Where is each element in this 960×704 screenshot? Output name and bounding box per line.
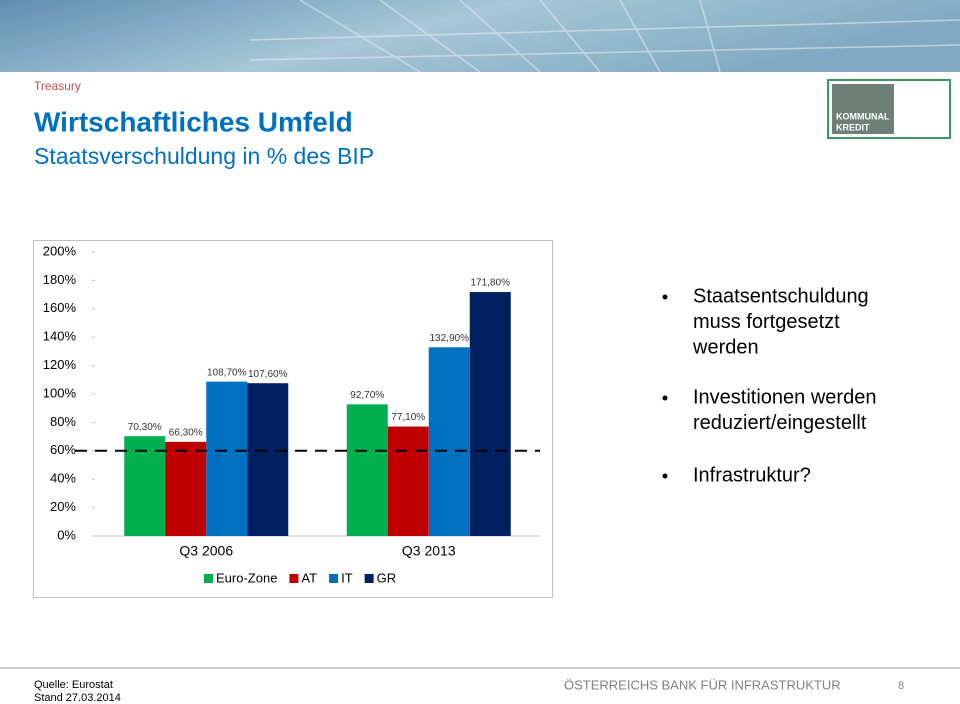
value-label: 108,70% bbox=[207, 367, 247, 378]
y-tick-label: 20% bbox=[50, 499, 76, 514]
bar bbox=[387, 426, 429, 536]
bullet-text: Staatsentschuldung bbox=[693, 285, 869, 307]
y-tick-label: 100% bbox=[43, 385, 77, 400]
logo-text: KOMMUNAL bbox=[836, 111, 890, 121]
value-label: 77,10% bbox=[391, 412, 425, 423]
y-tick-label: 200% bbox=[43, 243, 77, 258]
y-tick-label: 80% bbox=[50, 414, 76, 429]
section-label: Treasury bbox=[34, 79, 81, 93]
footer-slogan: ÖSTERREICHS BANK FÜR INFRASTRUKTUR bbox=[564, 677, 841, 692]
legend-swatch bbox=[329, 574, 339, 583]
bullet-text: Investitionen werden bbox=[693, 386, 876, 408]
bullet-dot bbox=[662, 294, 668, 300]
bar bbox=[124, 436, 166, 536]
legend-swatch bbox=[289, 574, 299, 583]
bar bbox=[165, 441, 207, 536]
bar bbox=[206, 381, 248, 536]
footer-source: Quelle: Eurostat bbox=[34, 679, 113, 691]
value-label: 107,60% bbox=[248, 369, 288, 380]
bar bbox=[247, 383, 289, 536]
bar bbox=[346, 404, 388, 536]
bullet-text: Infrastruktur? bbox=[693, 464, 811, 486]
legend-swatch bbox=[204, 574, 213, 583]
bullet-text: reduziert/eingestellt bbox=[693, 412, 867, 434]
legend-label: AT bbox=[301, 570, 317, 585]
y-tick-label: 0% bbox=[57, 527, 76, 542]
header-image bbox=[0, 0, 960, 72]
legend-label: GR bbox=[377, 570, 397, 585]
y-tick-label: 60% bbox=[50, 442, 76, 457]
y-tick-label: 40% bbox=[50, 471, 76, 486]
value-label: 132,90% bbox=[430, 333, 470, 344]
bar bbox=[428, 347, 470, 536]
subtitle: Staatsverschuldung in % des BIP bbox=[34, 143, 374, 169]
value-label: 171,80% bbox=[471, 278, 511, 289]
x-tick-label: Q3 2006 bbox=[179, 543, 233, 559]
bullet-dot bbox=[662, 473, 668, 479]
legend-label: Euro-Zone bbox=[216, 570, 277, 585]
legend-swatch bbox=[364, 574, 374, 583]
y-tick-label: 180% bbox=[43, 272, 77, 287]
bar bbox=[469, 292, 511, 536]
bullet-text: muss fortgesetzt bbox=[693, 311, 840, 333]
bullet-dot bbox=[662, 395, 668, 401]
value-label: 92,70% bbox=[350, 390, 384, 401]
footer-date: Stand 27.03.2014 bbox=[34, 692, 121, 704]
value-label: 66,30% bbox=[169, 427, 203, 438]
logo-text: KREDIT bbox=[836, 122, 870, 132]
header-pattern bbox=[249, 0, 960, 73]
logo-tile bbox=[832, 84, 894, 134]
y-tick-label: 160% bbox=[43, 300, 77, 315]
title: Wirtschaftliches Umfeld bbox=[34, 106, 353, 137]
bullet-text: werden bbox=[692, 336, 759, 358]
legend-label: IT bbox=[341, 570, 353, 585]
y-tick-label: 140% bbox=[43, 329, 77, 344]
y-tick-label: 120% bbox=[43, 357, 77, 372]
page-number: 8 bbox=[898, 680, 904, 692]
value-label: 70,30% bbox=[128, 422, 162, 433]
x-tick-label: Q3 2013 bbox=[402, 543, 456, 559]
